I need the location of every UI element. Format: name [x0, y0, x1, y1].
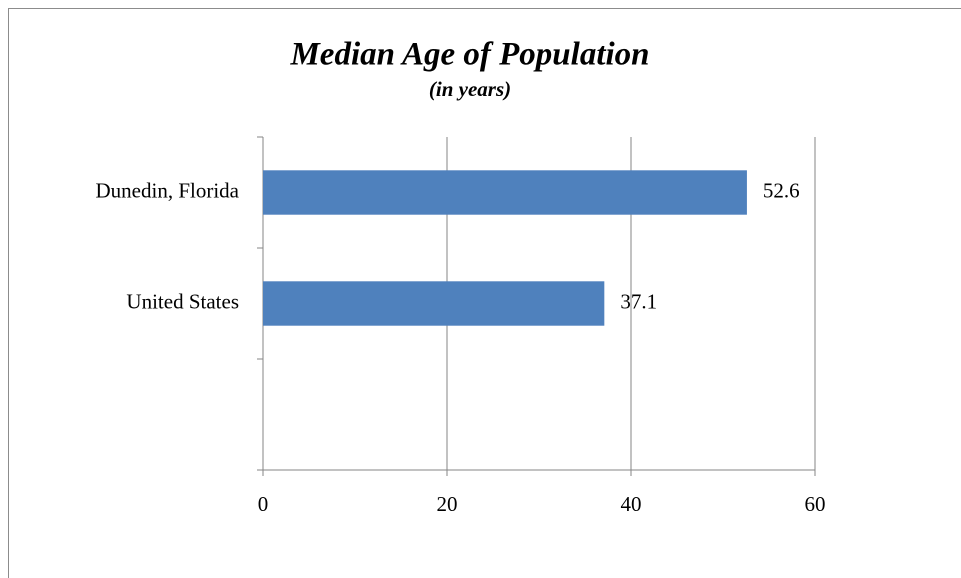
x-tick-label: 60	[805, 492, 826, 516]
x-tick-label: 0	[258, 492, 269, 516]
data-label: 37.1	[620, 289, 657, 313]
bar	[263, 170, 747, 215]
bar	[263, 281, 605, 326]
chart-subtitle: (in years)	[429, 77, 511, 101]
data-label: 52.6	[763, 178, 800, 202]
x-tick-label: 20	[437, 492, 458, 516]
y-tick-label: Dunedin, Florida	[96, 178, 240, 202]
y-tick-label: United States	[126, 289, 239, 313]
chart-title: Median Age of Population	[289, 37, 649, 73]
x-tick-label: 40	[621, 492, 642, 516]
